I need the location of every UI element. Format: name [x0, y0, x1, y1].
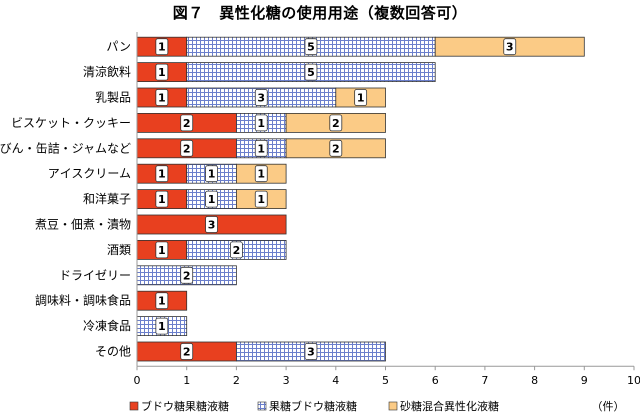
legend-swatch [388, 401, 398, 411]
data-label-box [254, 165, 268, 183]
legend-swatch [129, 401, 139, 411]
data-label: 2 [233, 244, 241, 257]
data-label: 1 [158, 320, 166, 333]
data-label: 1 [257, 193, 265, 206]
legend: ブドウ糖果糖液糖 果糖ブドウ糖液糖 砂糖混合異性化液糖 （件） [129, 399, 625, 413]
data-label: 3 [208, 219, 216, 232]
data-label: 2 [183, 142, 191, 155]
x-tick-label: 8 [531, 374, 538, 387]
data-label-box [254, 89, 268, 106]
data-label-box [229, 241, 243, 259]
data-label: 1 [158, 41, 166, 54]
data-label-box [155, 241, 169, 259]
data-label-box [205, 216, 218, 233]
data-label-box [155, 317, 169, 335]
data-label-box [304, 38, 318, 56]
data-label-box [180, 266, 194, 284]
category-label: アイスクリーム [48, 167, 131, 181]
category-label: 煮豆・佃煮・漬物 [35, 217, 131, 232]
data-label: 1 [158, 295, 166, 308]
data-label: 2 [183, 117, 191, 130]
data-label: 3 [307, 346, 315, 359]
data-label-box [254, 139, 268, 157]
data-label: 1 [158, 92, 166, 105]
data-label-box [254, 114, 268, 132]
data-label-box [155, 292, 169, 310]
data-label: 2 [183, 346, 191, 359]
x-tick-label: 0 [134, 374, 141, 387]
data-label: 1 [357, 92, 365, 105]
data-label: 1 [158, 66, 166, 79]
data-label: 1 [257, 117, 265, 130]
data-label-box [155, 38, 169, 56]
category-label: びん・缶詰・ジャムなど [0, 140, 131, 155]
data-label-box [155, 165, 169, 183]
category-label: 冷凍食品 [83, 318, 131, 333]
x-tick-label: 10 [627, 374, 640, 387]
data-label-box [180, 343, 194, 360]
data-label-box [304, 343, 318, 360]
data-label: 1 [208, 193, 216, 206]
x-tick-label: 1 [183, 374, 190, 387]
data-label: 5 [307, 66, 315, 79]
data-label-box [205, 190, 218, 208]
data-label-box [329, 114, 343, 132]
data-label: 3 [257, 92, 265, 105]
category-label: ドライゼリー [59, 268, 131, 282]
data-label: 1 [158, 193, 166, 206]
x-tick-label: 2 [233, 374, 240, 387]
category-label: 酒類 [107, 243, 131, 257]
x-axis-unit-label: （件） [592, 400, 625, 413]
category-label: 乳製品 [95, 91, 131, 105]
plot-area: 1 5 3 1 5 1 3 1 2 1 2 2 1 2 1 1 1 1 1 1 3 1 2 2 1 1 2 3 [136, 36, 585, 362]
x-tick-label: 7 [481, 374, 488, 387]
data-label: 2 [332, 142, 340, 155]
data-label: 1 [158, 244, 166, 257]
data-label: 1 [158, 168, 166, 181]
x-tick-label: 6 [432, 374, 439, 387]
category-label: パン [106, 40, 131, 54]
category-label: その他 [95, 345, 131, 359]
x-tick-label: 9 [581, 374, 588, 387]
data-label: 1 [257, 168, 265, 181]
legend-entry: 果糖ブドウ糖液糖 [269, 399, 357, 413]
category-label: 清涼飲料 [83, 64, 131, 79]
data-label-box [503, 38, 517, 56]
x-tick-label: 5 [382, 374, 389, 387]
axes: パン清涼飲料乳製品ビスケット・クッキーびん・缶詰・ジャムなどアイスクリーム和洋菓… [0, 32, 640, 387]
data-label: 1 [257, 142, 265, 155]
category-label: ビスケット・クッキー [11, 116, 131, 130]
data-label-box [155, 63, 169, 81]
data-label: 2 [332, 117, 340, 130]
category-label: 和洋菓子 [83, 191, 131, 206]
data-label-box [180, 114, 194, 132]
data-label: 2 [183, 269, 191, 282]
data-label-box [354, 89, 368, 106]
data-label-box [304, 63, 318, 81]
legend-swatch [257, 401, 267, 411]
data-label-box [155, 89, 169, 106]
legend-entry: ブドウ糖果糖液糖 [141, 399, 229, 413]
data-label: 5 [307, 41, 315, 54]
x-tick-label: 3 [283, 374, 290, 387]
data-label-box [205, 165, 218, 183]
data-label-box [254, 190, 268, 208]
data-label: 1 [208, 168, 216, 181]
category-label: 調味料・調味食品 [35, 293, 131, 308]
chart-title: 図７ 異性化糖の使用用途（複数回答可） [172, 4, 468, 22]
x-tick-label: 4 [332, 374, 339, 387]
legend-entry: 砂糖混合異性化液糖 [400, 399, 499, 413]
data-label-box [155, 190, 169, 208]
data-label-box [180, 139, 194, 157]
data-label: 3 [506, 41, 514, 54]
data-label-box [329, 139, 343, 157]
